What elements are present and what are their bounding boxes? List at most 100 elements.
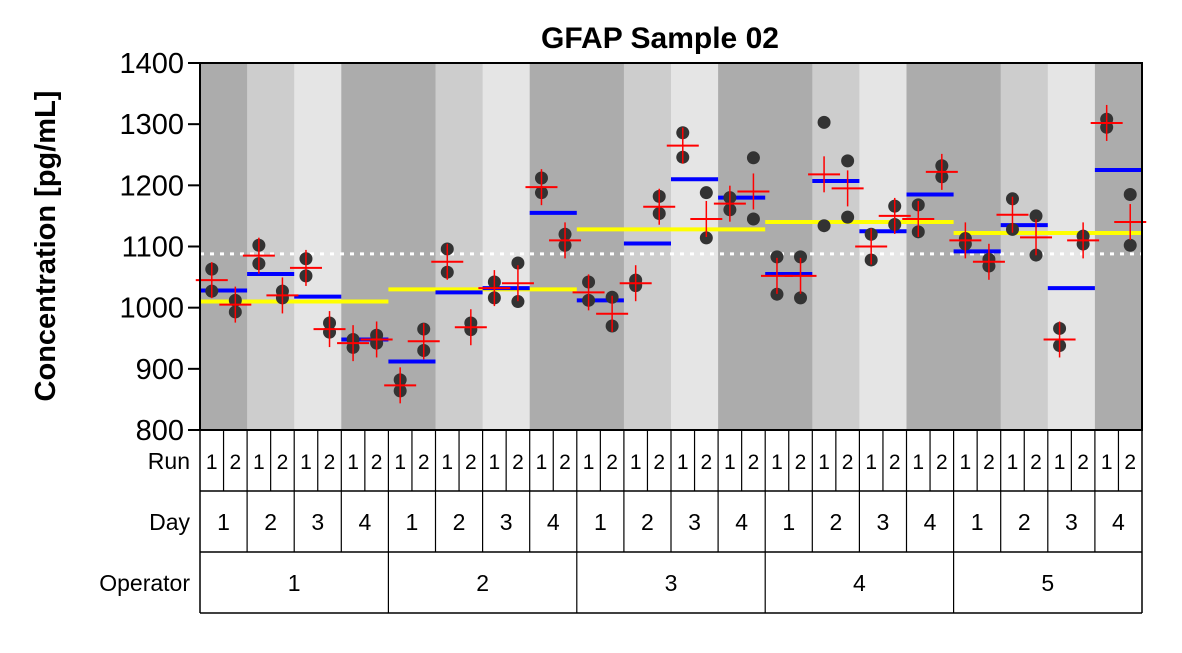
run-cell: 1 bbox=[1054, 451, 1066, 474]
day-means bbox=[200, 168, 1142, 364]
day-cell: 1 bbox=[406, 509, 419, 535]
run-cell: 1 bbox=[1007, 451, 1019, 474]
run-mean-marker bbox=[1067, 222, 1100, 259]
run-cell: 2 bbox=[277, 451, 289, 474]
run-mean-marker bbox=[501, 265, 534, 302]
y-tick-label: 1400 bbox=[119, 48, 184, 80]
data-point bbox=[770, 250, 784, 264]
day-cell: 3 bbox=[688, 509, 701, 535]
day-cell: 3 bbox=[311, 509, 324, 535]
run-cell: 1 bbox=[441, 451, 453, 474]
operator-row-label: Operator bbox=[99, 570, 190, 596]
run-cell: 1 bbox=[394, 451, 406, 474]
data-point bbox=[817, 115, 831, 129]
day-cell: 4 bbox=[924, 509, 937, 535]
y-tick-label: 1300 bbox=[119, 109, 184, 141]
run-mean-marker bbox=[690, 200, 723, 237]
day-band bbox=[906, 63, 955, 430]
background-bands bbox=[200, 63, 1143, 430]
run-cell: 2 bbox=[936, 451, 948, 474]
run-mean-marker bbox=[784, 257, 817, 294]
run-mean-marker bbox=[431, 243, 464, 280]
run-cell: 1 bbox=[630, 451, 642, 474]
operator-cell: 1 bbox=[288, 570, 301, 596]
run-cell: 1 bbox=[677, 451, 689, 474]
day-cell: 4 bbox=[358, 509, 371, 535]
run-cell: 2 bbox=[1077, 451, 1089, 474]
day-cell: 1 bbox=[971, 509, 984, 535]
run-cell: 1 bbox=[724, 451, 736, 474]
run-mean-marker bbox=[384, 367, 417, 404]
day-band bbox=[1000, 63, 1049, 430]
run-cell: 2 bbox=[748, 451, 760, 474]
run-cell: 1 bbox=[253, 451, 265, 474]
data-point bbox=[817, 219, 831, 233]
day-band bbox=[623, 63, 672, 430]
day-cell: 2 bbox=[1018, 509, 1031, 535]
run-mean-marker bbox=[1090, 104, 1123, 141]
run-mean-marker bbox=[1020, 219, 1053, 256]
data-point bbox=[511, 256, 525, 270]
run-cell: 1 bbox=[912, 451, 924, 474]
day-band bbox=[200, 63, 248, 430]
run-mean-marker bbox=[289, 249, 322, 286]
run-mean-marker bbox=[831, 170, 864, 207]
y-tick-label: 1100 bbox=[122, 232, 184, 264]
data-point bbox=[699, 231, 713, 245]
run-cell: 2 bbox=[700, 451, 712, 474]
day-cell: 1 bbox=[217, 509, 230, 535]
run-cell: 2 bbox=[795, 451, 807, 474]
y-tick-label: 900 bbox=[136, 354, 184, 386]
run-mean-marker bbox=[454, 309, 487, 346]
data-point bbox=[746, 151, 760, 165]
day-cell: 4 bbox=[735, 509, 748, 535]
run-mean-marker bbox=[666, 127, 699, 164]
run-cell: 2 bbox=[1124, 451, 1136, 474]
run-mean-marker bbox=[242, 237, 275, 274]
run-mean-marker bbox=[337, 325, 370, 362]
day-cell: 1 bbox=[594, 509, 607, 535]
run-cell: 2 bbox=[653, 451, 665, 474]
run-row-label: Run bbox=[148, 448, 190, 474]
run-cell: 1 bbox=[536, 451, 548, 474]
run-cell: 2 bbox=[606, 451, 618, 474]
run-mean-marker bbox=[266, 277, 299, 314]
run-mean-marker bbox=[972, 243, 1005, 280]
y-tick-label: 1000 bbox=[119, 293, 184, 325]
run-cell: 1 bbox=[818, 451, 830, 474]
y-axis: 800 900 1000 1100 1200 1300 1400 bbox=[119, 48, 200, 447]
run-cell: 1 bbox=[865, 451, 877, 474]
run-mean-marker bbox=[925, 153, 958, 190]
operator-cell: 5 bbox=[1041, 570, 1054, 596]
operator-cell: 3 bbox=[665, 570, 678, 596]
run-mean-marker bbox=[407, 323, 440, 360]
run-cell: 2 bbox=[559, 451, 571, 474]
run-cell: 1 bbox=[489, 451, 501, 474]
day-band bbox=[765, 63, 813, 430]
operator-cell: 2 bbox=[476, 570, 489, 596]
data-point bbox=[511, 295, 525, 309]
operator-cell: 4 bbox=[853, 570, 866, 596]
run-mean-marker bbox=[619, 265, 652, 302]
y-tick-label: 1200 bbox=[119, 170, 184, 202]
run-cell: 1 bbox=[583, 451, 595, 474]
data-point bbox=[1123, 238, 1137, 252]
data-point bbox=[770, 287, 784, 301]
run-mean-marker bbox=[525, 169, 558, 206]
run-mean-marker bbox=[360, 321, 393, 358]
day-cell: 3 bbox=[877, 509, 890, 535]
run-cell: 2 bbox=[842, 451, 854, 474]
data-point bbox=[841, 154, 855, 168]
run-cell: 1 bbox=[960, 451, 972, 474]
day-cell: 1 bbox=[782, 509, 795, 535]
day-cell: 2 bbox=[829, 509, 842, 535]
day-cell: 3 bbox=[500, 509, 513, 535]
day-band bbox=[388, 63, 436, 430]
run-cell: 1 bbox=[206, 451, 218, 474]
run-mean-marker bbox=[1043, 321, 1076, 358]
run-cell: 2 bbox=[229, 451, 241, 474]
run-cell: 1 bbox=[347, 451, 359, 474]
day-band bbox=[482, 63, 531, 430]
